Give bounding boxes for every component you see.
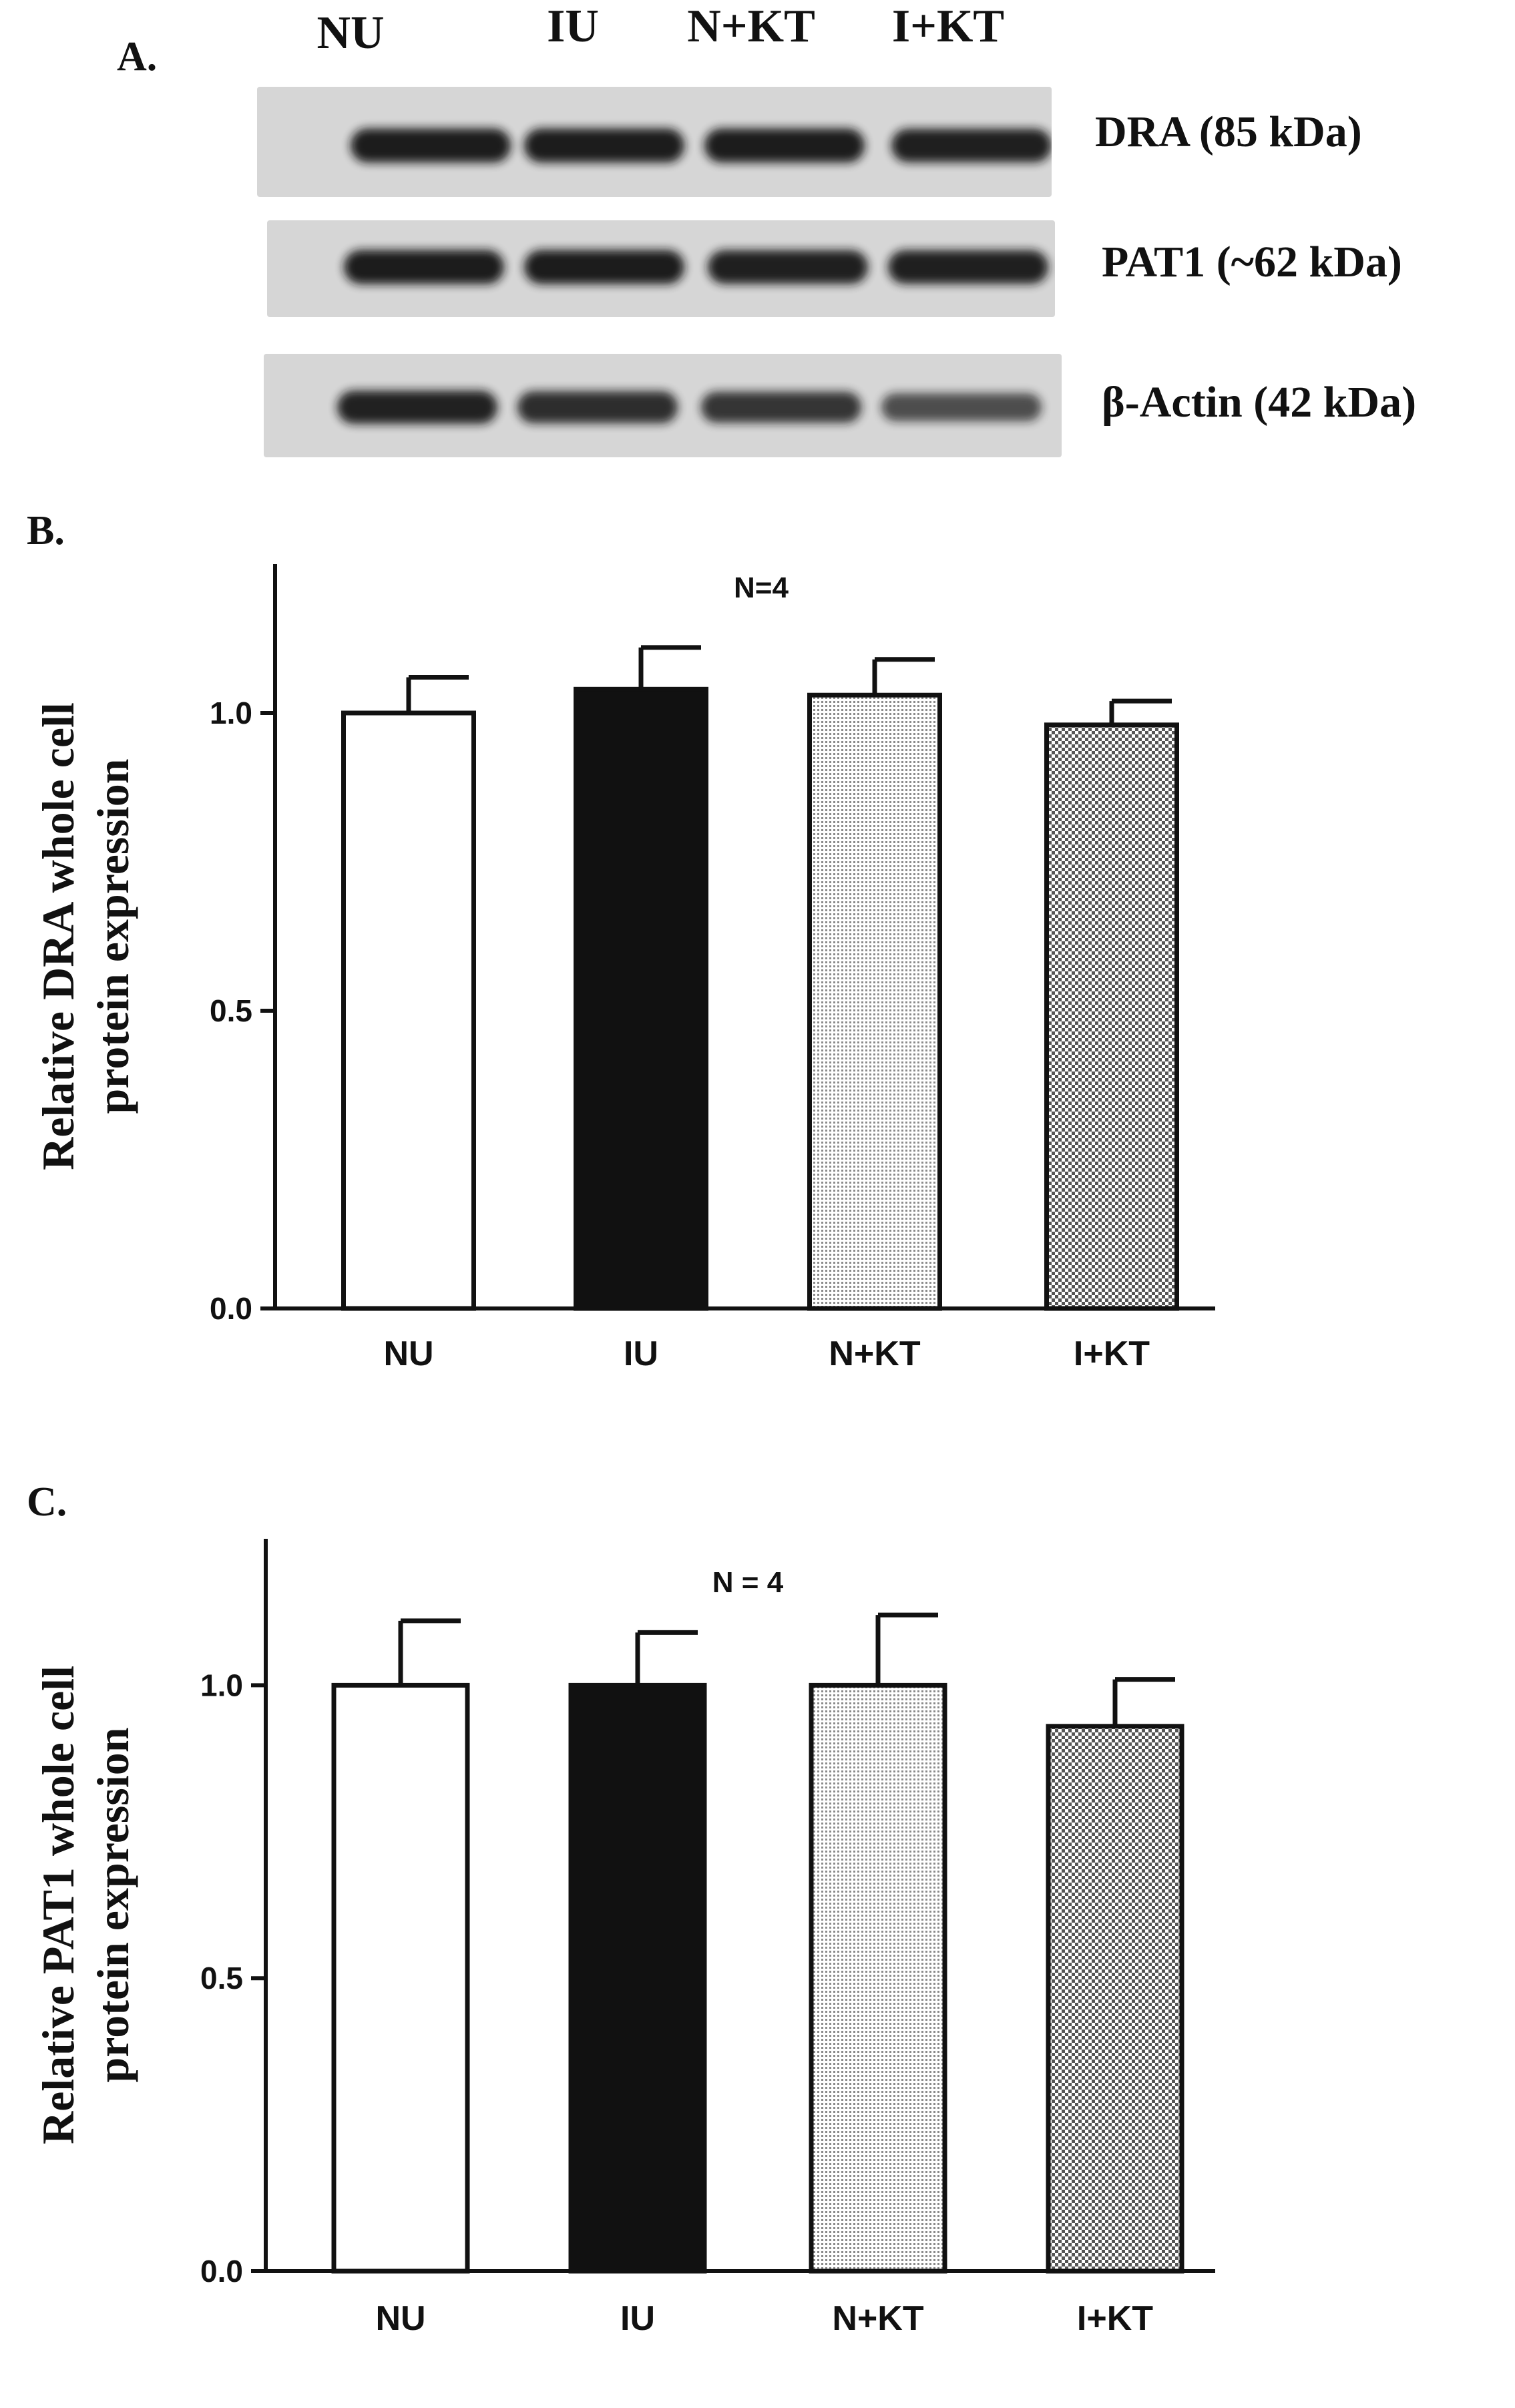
y-tick-label: 1.0 (210, 696, 252, 730)
y-tick-label: 1.0 (200, 1668, 243, 1702)
blot-band-pat1-4 (888, 250, 1048, 284)
blot-label-pat1: PAT1 (~62 kDa) (1102, 238, 1402, 286)
blot-band-pat1-1 (344, 250, 504, 284)
lane-label-iu: IU (547, 1, 599, 52)
blot-strip-beta-actin (264, 354, 1062, 457)
blot-band-beta-actin-2 (517, 391, 678, 424)
bar-iplus-kt (1046, 1724, 1184, 2274)
category-label-iplus-kt: I+KT (1077, 2299, 1153, 2338)
blot-band-beta-actin-1 (337, 391, 497, 424)
panel-b-label: B. (27, 508, 65, 553)
bar-nu (341, 710, 476, 1311)
blot-band-dra-3 (704, 128, 865, 163)
blot-label-dra: DRA (85 kDa) (1095, 107, 1362, 156)
lane-label-nu: NU (316, 7, 385, 59)
panel-c-label: C. (27, 1479, 67, 1525)
chart-b-dra: 0.0 0.5 1.0 Relative DRA whole cellprotein … (33, 564, 1215, 1373)
category-label-iu: IU (624, 1335, 658, 1373)
y-axis-title: Relative DRA whole cellprotein expressio… (33, 702, 138, 1170)
category-label-nplus-kt: N+KT (832, 2299, 923, 2338)
category-label-iplus-kt: I+KT (1074, 1335, 1150, 1373)
chart-title: N=4 (734, 571, 789, 604)
lane-label-ikt: I+KT (891, 1, 1005, 52)
y-tick-label: 0.5 (200, 1961, 243, 1995)
y-tick-label: 0.5 (210, 993, 252, 1028)
y-tick-label: 0.0 (210, 1291, 252, 1326)
bar-iu (574, 686, 708, 1311)
blot-band-beta-actin-4 (881, 393, 1042, 422)
category-label-nplus-kt: N+KT (829, 1335, 920, 1373)
lane-label-nkt: N+KT (687, 1, 815, 52)
bar-nu (331, 1682, 470, 2274)
panel-a-label: A. (117, 34, 158, 79)
blot-band-dra-2 (524, 128, 684, 163)
blot-strip-dra (257, 87, 1052, 197)
blot-band-dra-1 (351, 128, 511, 163)
blot-strip-pat1 (267, 220, 1055, 317)
y-axis-title: Relative PAT1 whole cellprotein expressi… (33, 1666, 138, 2144)
blot-band-pat1-2 (524, 250, 684, 284)
blot-label-beta-actin: β-Actin (42 kDa) (1102, 378, 1417, 427)
category-label-iu: IU (620, 2299, 655, 2338)
chart-title: N = 4 (712, 1566, 784, 1599)
category-label-nu: NU (383, 1335, 433, 1373)
y-tick-label: 0.0 (200, 2254, 243, 2289)
bar-iu (568, 1682, 707, 2274)
blot-band-beta-actin-3 (701, 391, 861, 423)
category-label-nu: NU (375, 2299, 425, 2338)
bar-nplus-kt (809, 1682, 947, 2274)
blot-band-pat1-3 (708, 250, 868, 284)
blot-band-dra-4 (891, 128, 1052, 163)
